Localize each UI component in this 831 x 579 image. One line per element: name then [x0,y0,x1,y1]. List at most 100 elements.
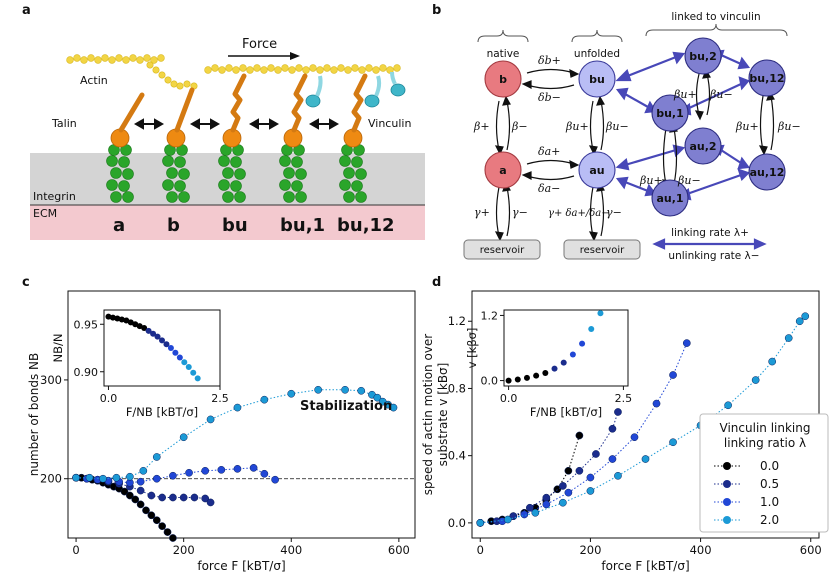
legend-label: 1.0 [760,495,779,509]
node-b [484,60,522,98]
node-bu12 [748,59,786,97]
data-point [152,474,161,483]
data-point [287,389,296,398]
rate-betau-minus-1: βu− [605,120,629,133]
group-native: native [487,48,520,60]
inset-data-point [523,374,530,381]
x-axis-label: force F [kBT/σ] [601,559,689,573]
node-bu [578,60,616,98]
data-point [669,371,677,379]
inset-data-point [185,364,192,370]
y-tick-label: 300 [40,373,62,387]
legend-unlinking-rate: unlinking rate λ− [668,250,759,262]
node-bu-label: bu [589,73,605,86]
inset-data-point [118,316,125,323]
data-point [520,510,529,519]
chart-speed-vs-force: 0 200 400 600 0.0 0.4 0.8 1.2 force F [kBT/σ] spe… [421,290,829,573]
data-point [152,453,161,461]
data-point [614,471,622,480]
plot-frame [103,309,221,387]
rate-beta-minus: β− [511,120,528,133]
node-bu12-label: bu,12 [749,72,784,85]
data-point [260,469,269,478]
data-point [682,339,691,347]
state-bu1-label: bu,1 [280,215,325,236]
plot-frame [503,309,629,387]
rate-db-minus: δb− [538,91,561,104]
data-point [142,506,150,515]
data-point [357,386,366,395]
data-point [147,511,156,520]
actin-filament-right [204,64,401,74]
data-point [147,491,156,500]
data-point [652,399,661,408]
legend-marker [723,462,731,470]
data-point [249,464,258,472]
inset-data-point [194,375,201,382]
data-point [131,495,140,504]
plot-frame [67,290,416,539]
data-point [586,473,595,482]
data-point [169,534,177,542]
y-tick-label: 200 [40,472,62,486]
inset-data-point [514,376,521,383]
rate-betau-minus-3: βu− [777,120,801,133]
inset-data-point [159,337,165,344]
data-point [608,455,617,463]
vinculin-label: Vinculin [368,117,411,130]
data-point [553,485,562,494]
inset-data-point [167,345,174,351]
x-tick-label: 600 [388,543,410,557]
x-tick-label: 200 [173,543,195,557]
data-point [271,475,279,484]
state-bu12-label: bu,12 [337,215,395,236]
data-point [525,503,534,512]
inset-data-point [579,340,586,347]
data-point [559,498,567,507]
data-point [179,433,188,442]
rate-beta-plus: β+ [473,120,490,133]
data-point [99,474,107,483]
data-point [586,487,595,495]
panel-label-b: b [432,3,441,18]
data-point [592,450,600,458]
rate-gamma-minus-1: γ− [512,206,528,219]
x-tick-label: 2.5 [615,392,633,405]
node-au12 [748,153,786,191]
inset-data-point [560,359,567,366]
series-line [480,342,688,524]
chart-bonds-vs-force: 0 200 400 600 200 300 Stabilization force F [kB… [27,290,416,573]
panel-label-d: d [432,275,441,290]
data-point [795,317,804,326]
node-au1 [651,179,689,217]
node-bu2-label: bu,2 [689,50,717,63]
data-point [630,433,639,442]
inset-data-point [172,349,179,356]
inset-data-point [141,325,148,332]
x-tick-label: 0 [477,543,484,557]
vinculin-molecules [305,71,406,108]
data-point [190,493,199,502]
data-point [564,488,573,497]
y-tick-label: 0.95 [74,318,99,331]
rate-da-minus: δa− [538,182,560,195]
node-bu1 [651,94,689,132]
data-point [575,431,584,440]
legend-marker [723,516,731,524]
x-tick-label: 0.0 [500,392,518,405]
rate-betau-plus-3: βu+ [735,120,759,133]
state-b-label: b [167,215,180,236]
data-point [152,516,161,525]
data-point [85,473,94,482]
data-point [724,401,732,410]
panel-a-illustration: Force Actin Talin Vinculin Integrin ECM [30,37,425,240]
data-point [206,498,215,507]
data-point [126,491,134,500]
inset-data-point [145,327,152,334]
group-linked: linked to vinculin [671,11,760,23]
data-point [260,395,269,404]
legend-title-line1: Vinculin linking [720,421,811,435]
data-point [542,500,551,509]
integrin-label: Integrin [33,190,76,203]
